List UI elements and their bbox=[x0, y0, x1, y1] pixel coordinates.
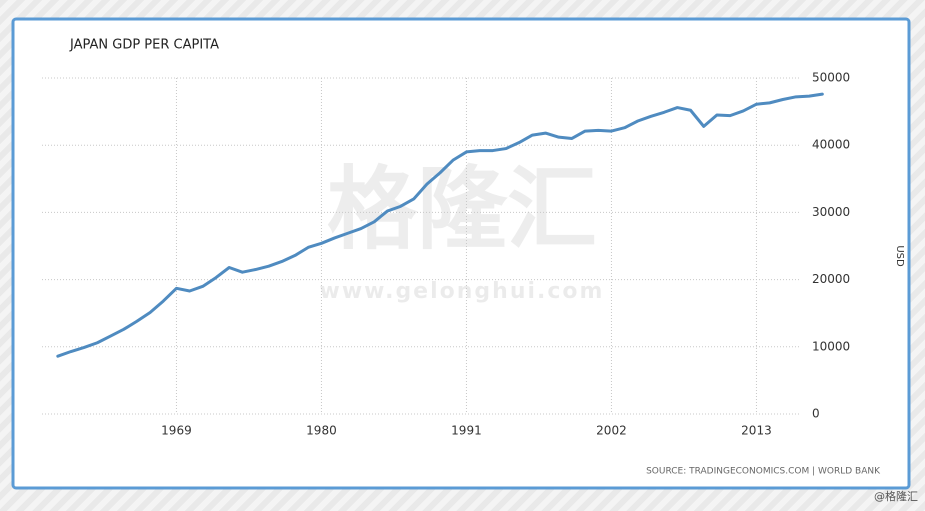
x-tick-label: 1980 bbox=[306, 424, 337, 438]
x-tick-label: 2013 bbox=[741, 424, 772, 438]
y-tick-label: 10000 bbox=[812, 339, 850, 353]
x-tick-label: 1969 bbox=[161, 424, 192, 438]
chart-title: JAPAN GDP PER CAPITA bbox=[69, 38, 219, 53]
y-tick-label: 0 bbox=[812, 407, 820, 421]
corner-mark: @格隆汇 bbox=[874, 489, 918, 503]
x-tick-label: 1991 bbox=[451, 424, 482, 438]
y-tick-label: 30000 bbox=[812, 205, 850, 219]
y-tick-label: 50000 bbox=[812, 71, 850, 85]
series-line bbox=[56, 92, 824, 358]
y-axis-label: USD bbox=[894, 245, 905, 267]
y-tick-label: 20000 bbox=[812, 272, 850, 286]
panel bbox=[11, 17, 911, 490]
x-tick-label: 2002 bbox=[596, 424, 627, 438]
watermark: 格隆汇 bbox=[327, 157, 597, 262]
watermark-url: www.gelonghui.com bbox=[320, 279, 605, 304]
y-tick-label: 40000 bbox=[812, 138, 850, 152]
source: SOURCE: TRADINGECONOMICS.COM | WORLD BAN… bbox=[646, 467, 881, 477]
